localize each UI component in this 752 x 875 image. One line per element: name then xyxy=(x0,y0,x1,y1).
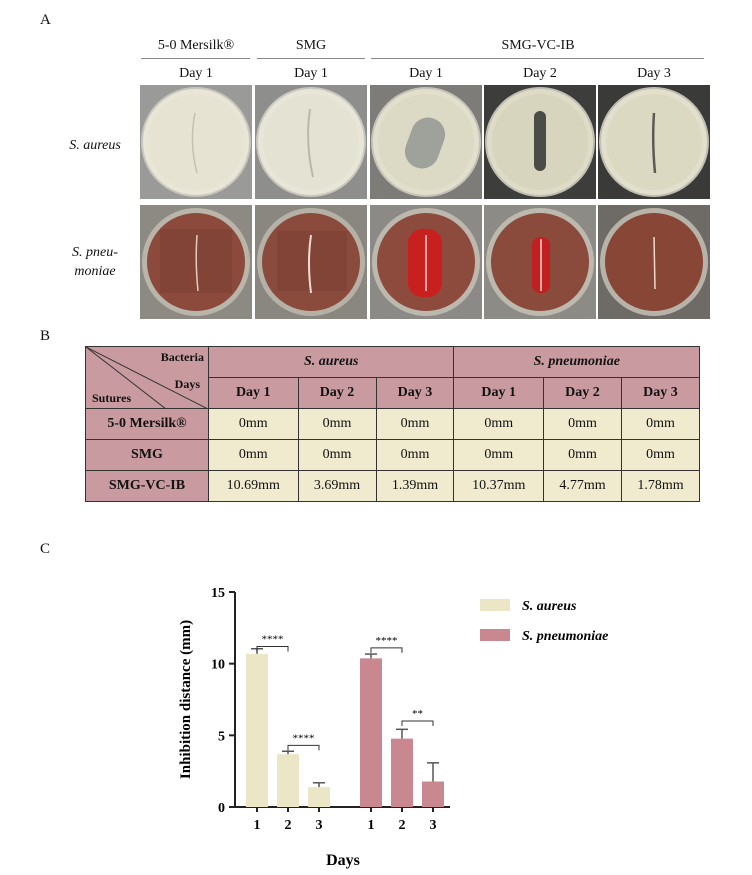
bar xyxy=(246,653,268,807)
legend-swatch xyxy=(480,599,510,611)
table-cell: 0mm xyxy=(453,439,544,471)
row-label-text: S. aureus xyxy=(69,138,121,153)
y-tick-label: 0 xyxy=(218,801,225,816)
petri-dish-photo xyxy=(598,205,710,319)
row-label-s-aureus: S. aureus xyxy=(55,136,135,155)
legend-label: S. aureus xyxy=(522,599,577,614)
x-tick-label: 3 xyxy=(430,818,437,833)
group-underline xyxy=(371,58,704,59)
petri-dish-photo xyxy=(255,205,367,319)
group-underline xyxy=(257,58,365,59)
table-cell: 1.78mm xyxy=(620,470,701,502)
row-label-s-pneumoniae: S. pneu- moniae xyxy=(55,243,135,281)
table-cell: 0mm xyxy=(208,408,299,440)
petri-dish-photo xyxy=(370,205,482,319)
row-label-text: moniae xyxy=(74,264,116,279)
table-row-label: SMG-VC-IB xyxy=(85,470,209,502)
row-label-text: S. pneu- xyxy=(72,245,118,260)
table-cell: 3.69mm xyxy=(297,470,377,502)
panel-label-b: B xyxy=(40,328,51,344)
legend-swatch xyxy=(480,629,510,641)
x-tick-label: 2 xyxy=(399,818,406,833)
x-tick-label: 2 xyxy=(285,818,292,833)
significance-bracket xyxy=(287,744,320,751)
table-day-header: Day 2 xyxy=(297,377,377,409)
significance-bracket xyxy=(370,647,403,653)
inhibition-table: Bacteria Days Sutures S. aureus S. pneum… xyxy=(85,346,701,502)
table-day-header: Day 3 xyxy=(620,377,701,409)
y-tick-label: 5 xyxy=(218,729,225,744)
day-label: Day 2 xyxy=(523,66,557,81)
bar xyxy=(277,754,299,807)
inhibition-bar-chart: 0 5 10 15 Inhibition distance (mm) 1 2 3 1 2 3 Days… xyxy=(178,586,608,869)
group-underline xyxy=(141,58,250,59)
panel-label-c: C xyxy=(40,541,51,557)
table-cell: 0mm xyxy=(543,439,622,471)
group-header-mersilk: 5-0 Mersilk® xyxy=(157,38,235,53)
table-day-header: Day 1 xyxy=(453,377,544,409)
petri-dish-photo xyxy=(370,85,482,199)
x-tick-label: 1 xyxy=(254,818,261,833)
table-cell: 10.37mm xyxy=(453,470,544,502)
day-label: Day 1 xyxy=(294,66,328,81)
bar xyxy=(360,658,382,807)
y-tick-label: 10 xyxy=(211,658,225,673)
bar xyxy=(422,781,444,807)
table-row: SMG-VC-IB 10.69mm 3.69mm 1.39mm 10.37mm … xyxy=(85,470,701,502)
bar xyxy=(391,738,413,807)
table-cell: 0mm xyxy=(543,408,622,440)
y-axis-label: Inhibition distance (mm) xyxy=(178,620,194,779)
petri-dish-photo xyxy=(484,85,596,199)
legend-label: S. pneumoniae xyxy=(522,629,608,644)
significance-label: **** xyxy=(262,633,284,645)
significance-bracket xyxy=(401,720,434,726)
petri-dish-photo xyxy=(255,85,367,199)
table-day-header: Day 2 xyxy=(543,377,622,409)
group-header-smg: SMG xyxy=(295,38,327,53)
table-row: SMG 0mm 0mm 0mm 0mm 0mm 0mm xyxy=(85,439,701,471)
panel-label-a: A xyxy=(40,12,51,28)
table-cell: 0mm xyxy=(297,439,377,471)
table-cell: 1.39mm xyxy=(375,470,455,502)
table-cell: 0mm xyxy=(620,408,701,440)
table-cell: 0mm xyxy=(208,439,299,471)
x-axis-label: Days xyxy=(326,852,360,869)
table-cell: 4.77mm xyxy=(543,470,622,502)
table-header-s-pneumoniae: S. pneumoniae xyxy=(453,346,700,378)
significance-label: **** xyxy=(293,732,315,744)
petri-dish-photo xyxy=(484,205,596,319)
day-label: Day 1 xyxy=(179,66,213,81)
corner-sutures-label: Sutures xyxy=(92,391,132,405)
corner-days-label: Days xyxy=(174,377,200,391)
table-header-s-aureus: S. aureus xyxy=(207,346,455,378)
x-tick-label: 1 xyxy=(368,818,375,833)
x-tick-label: 3 xyxy=(316,818,323,833)
bar xyxy=(308,787,330,807)
table-row-label: SMG xyxy=(85,439,209,471)
table-cell: 10.69mm xyxy=(208,470,299,502)
table-cell: 0mm xyxy=(620,439,701,471)
table-cell: 0mm xyxy=(297,408,377,440)
significance-label: **** xyxy=(376,635,398,647)
group-header-smg-vc-ib: SMG-VC-IB xyxy=(501,38,575,53)
significance-bracket xyxy=(256,645,289,652)
table-cell: 0mm xyxy=(453,408,544,440)
table-corner-cell: Bacteria Days Sutures xyxy=(85,346,209,409)
petri-dish-photo xyxy=(140,205,252,319)
table-row: 5-0 Mersilk® 0mm 0mm 0mm 0mm 0mm 0mm xyxy=(85,408,701,440)
table-cell: 0mm xyxy=(375,408,455,440)
petri-dish-photo xyxy=(140,85,252,199)
table-cell: 0mm xyxy=(375,439,455,471)
table-row-label: 5-0 Mersilk® xyxy=(85,408,209,440)
y-tick-label: 15 xyxy=(211,586,225,601)
table-day-header: Day 1 xyxy=(208,377,299,409)
significance-label: ** xyxy=(412,708,423,720)
day-label: Day 1 xyxy=(409,66,443,81)
corner-bacteria-label: Bacteria xyxy=(160,350,204,364)
petri-dish-photo xyxy=(598,85,710,199)
day-label: Day 3 xyxy=(637,66,671,81)
table-day-header: Day 3 xyxy=(375,377,455,409)
